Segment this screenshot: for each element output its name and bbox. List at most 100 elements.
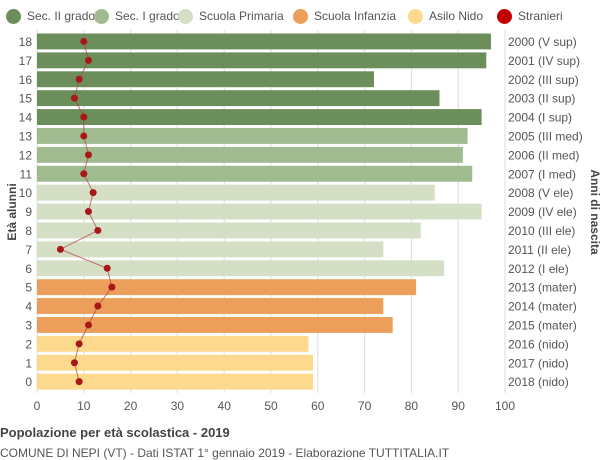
y-tick-label-birth-year: 2005 (III med) xyxy=(508,129,583,143)
x-tick-label: 100 xyxy=(495,399,515,413)
y-tick-label-birth-year: 2018 (nido) xyxy=(508,375,569,389)
x-tick-label: 90 xyxy=(452,399,466,413)
y-tick-label-age: 2 xyxy=(25,337,32,351)
y-tick-label-birth-year: 2017 (nido) xyxy=(508,356,569,370)
y-tick-label-birth-year: 2009 (IV ele) xyxy=(508,205,577,219)
legend-label: Asilo Nido xyxy=(429,9,484,23)
y-tick-label-age: 7 xyxy=(25,243,32,257)
stranieri-point xyxy=(75,75,83,83)
legend-item-sec-ii-grado: Sec. II grado xyxy=(6,6,95,26)
legend-item-stranieri: Stranieri xyxy=(497,6,563,26)
right-axis-title: Anni di nascita xyxy=(588,169,600,255)
stranieri-point xyxy=(84,56,92,64)
y-tick-label-age: 15 xyxy=(19,92,33,106)
bar xyxy=(37,335,309,352)
y-tick-label-birth-year: 2006 (II med) xyxy=(508,148,579,162)
y-tick-label-age: 0 xyxy=(25,375,32,389)
bar xyxy=(37,184,435,201)
x-tick-label: 10 xyxy=(77,399,91,413)
bar xyxy=(37,146,463,163)
legend-label: Sec. II grado xyxy=(27,9,96,23)
legend-swatch xyxy=(497,8,512,24)
legend-label: Scuola Infanzia xyxy=(314,9,397,23)
x-tick-label: 30 xyxy=(171,399,185,413)
x-tick-label: 80 xyxy=(405,399,419,413)
stranieri-point xyxy=(75,340,83,348)
left-axis-title: Età alunni xyxy=(5,183,19,241)
stranieri-point xyxy=(84,321,92,329)
y-tick-label-age: 13 xyxy=(19,129,33,143)
y-tick-label-birth-year: 2013 (mater) xyxy=(508,281,577,295)
legend-swatch xyxy=(178,8,193,24)
y-tick-label-age: 17 xyxy=(19,54,33,68)
y-tick-label-age: 6 xyxy=(25,262,32,276)
stranieri-point xyxy=(84,208,92,216)
bar xyxy=(37,165,473,182)
bar xyxy=(37,317,393,333)
stranieri-point xyxy=(56,245,64,253)
stranieri-point xyxy=(108,283,116,291)
stranieri-point xyxy=(70,94,78,102)
chart-legend: Sec. II grado Sec. I grado Scuola Primaria… xyxy=(0,6,600,26)
stranieri-point xyxy=(94,226,102,234)
x-tick-label: 50 xyxy=(264,399,278,413)
legend-label: Sec. I grado xyxy=(115,9,180,23)
y-tick-label-birth-year: 2016 (nido) xyxy=(508,337,569,351)
x-tick-label: 20 xyxy=(124,399,138,413)
stranieri-point xyxy=(80,170,88,178)
legend-swatch xyxy=(94,8,109,24)
bar xyxy=(37,71,374,88)
legend-swatch xyxy=(6,8,21,24)
y-tick-label-birth-year: 2012 (I ele) xyxy=(508,262,569,276)
y-tick-label-age: 16 xyxy=(19,73,33,87)
chart-title: Popolazione per età scolastica - 2019 xyxy=(0,425,230,440)
y-tick-label-birth-year: 2007 (I med) xyxy=(508,167,576,181)
y-tick-label-birth-year: 2003 (II sup) xyxy=(508,92,575,106)
y-tick-label-age: 10 xyxy=(19,186,33,200)
y-tick-label-birth-year: 2008 (V ele) xyxy=(508,186,573,200)
legend-item-asilo-nido: Asilo Nido xyxy=(408,6,483,26)
bar xyxy=(37,279,417,296)
legend-swatch xyxy=(293,8,308,24)
x-tick-label: 40 xyxy=(218,399,232,413)
stranieri-point xyxy=(80,132,88,140)
stranieri-point xyxy=(80,113,88,121)
legend-item-scuola-primaria: Scuola Primaria xyxy=(178,6,284,26)
y-tick-label-age: 11 xyxy=(20,167,33,181)
legend-item-sec-i-grado: Sec. I grado xyxy=(94,6,180,26)
y-tick-label-birth-year: 2011 (II ele) xyxy=(508,243,571,257)
chart-subtitle: COMUNE DI NEPI (VT) - Dati ISTAT 1° genn… xyxy=(0,446,450,460)
y-tick-label-age: 14 xyxy=(19,111,33,125)
stranieri-point xyxy=(75,378,83,386)
bar xyxy=(37,241,384,258)
y-tick-label-birth-year: 2000 (V sup) xyxy=(508,35,577,49)
stranieri-point xyxy=(70,359,78,367)
bar xyxy=(37,33,491,50)
legend-item-scuola-infanzia: Scuola Infanzia xyxy=(293,6,396,26)
x-tick-label: 0 xyxy=(34,399,41,413)
y-tick-label-age: 9 xyxy=(25,205,32,219)
bar xyxy=(37,203,482,220)
y-tick-label-birth-year: 2015 (mater) xyxy=(508,318,577,332)
legend-label: Scuola Primaria xyxy=(199,9,284,23)
x-tick-label: 70 xyxy=(358,399,372,413)
bar xyxy=(37,109,482,125)
bar xyxy=(37,90,440,107)
y-tick-label-birth-year: 2002 (III sup) xyxy=(508,73,579,87)
y-tick-label-birth-year: 2014 (mater) xyxy=(508,300,577,314)
y-tick-label-age: 8 xyxy=(25,224,32,238)
bar xyxy=(37,52,487,69)
bar xyxy=(37,373,314,390)
stranieri-point xyxy=(80,37,88,45)
bar xyxy=(37,222,421,239)
bar xyxy=(37,354,314,371)
legend-swatch xyxy=(408,8,423,24)
y-tick-label-age: 12 xyxy=(19,148,33,162)
bar xyxy=(37,260,445,277)
y-tick-label-birth-year: 2001 (IV sup) xyxy=(508,54,580,68)
y-tick-label-birth-year: 2004 (I sup) xyxy=(508,111,572,125)
x-tick-label: 60 xyxy=(311,399,325,413)
y-tick-label-age: 1 xyxy=(25,356,32,370)
y-tick-label-age: 5 xyxy=(25,281,32,295)
